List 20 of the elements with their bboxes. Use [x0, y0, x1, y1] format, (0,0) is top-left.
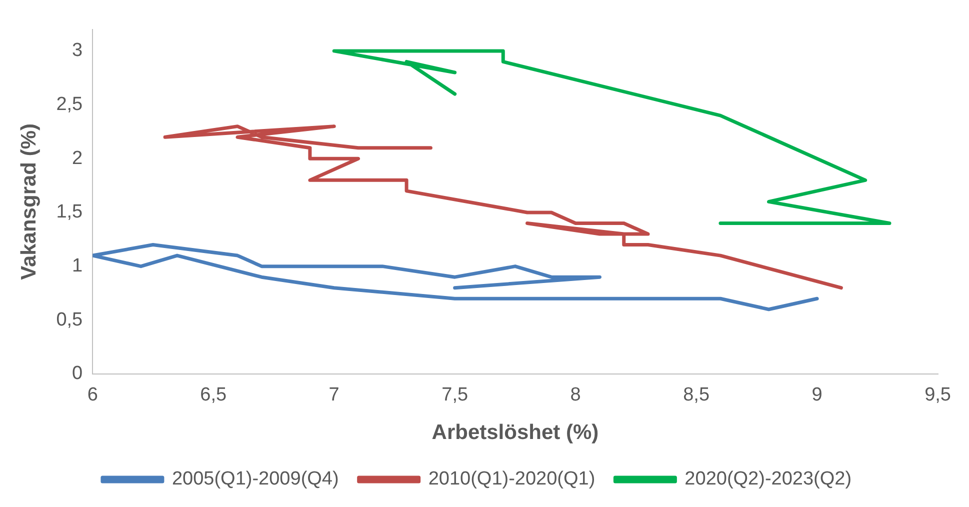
- x-tick-label: 7: [328, 384, 340, 406]
- y-tick-label: 3: [72, 40, 83, 62]
- y-tick-label: 2: [72, 148, 83, 169]
- legend-label: 2020(Q2)-2023(Q2): [684, 468, 852, 490]
- x-tick-label: 9,5: [924, 384, 952, 406]
- x-tick-label: 9: [812, 384, 822, 406]
- legend-label: 2010(Q1)-2020(Q1): [428, 468, 596, 490]
- legend-label: 2005(Q1)-2009(Q4): [172, 468, 339, 490]
- y-tick-label: 2,5: [56, 94, 83, 116]
- x-tick-label: 8,5: [683, 384, 710, 406]
- x-axis-title: Arbetslöshet (%): [432, 421, 599, 444]
- y-tick-label: 0,5: [56, 309, 83, 330]
- y-axis-title: Vakansgrad (%): [17, 123, 40, 280]
- x-tick-label: 6,5: [200, 384, 227, 406]
- y-tick-label: 0: [72, 363, 83, 384]
- x-tick-label: 6: [87, 384, 98, 406]
- y-tick-label: 1,5: [56, 202, 83, 223]
- y-tick-label: 1: [72, 256, 83, 277]
- x-tick-label: 8: [570, 384, 581, 406]
- x-tick-label: 7,5: [442, 384, 468, 406]
